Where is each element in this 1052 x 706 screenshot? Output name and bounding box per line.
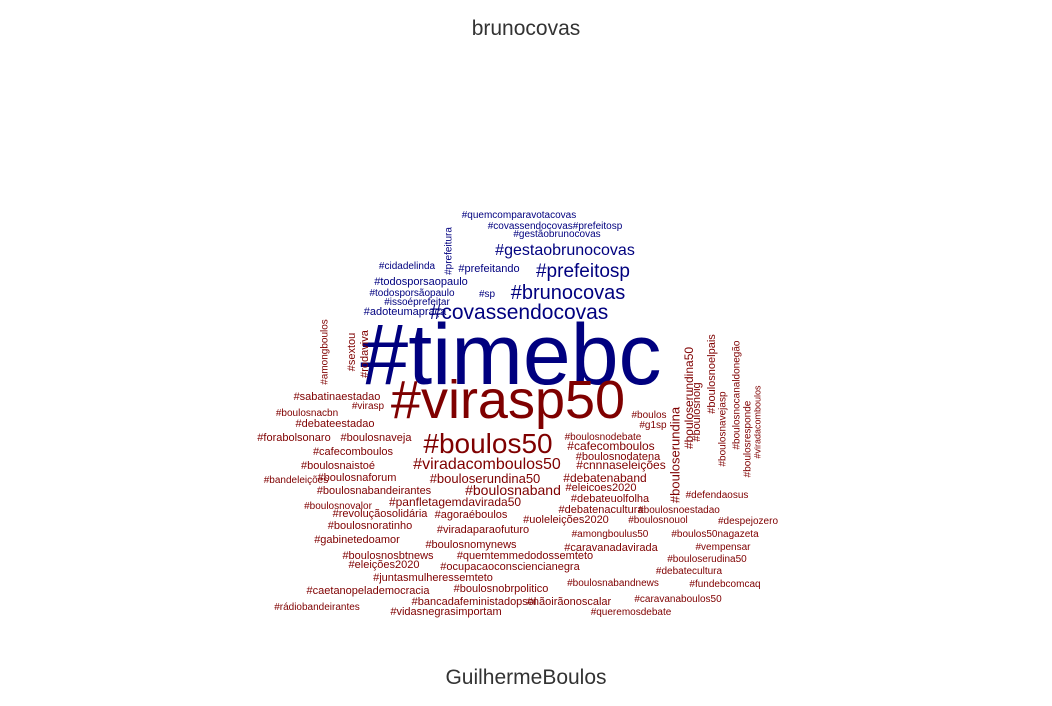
word-guilhermeboulos-41: #debatenacultura [558,504,644,516]
word-brunocovas-3: #prefeitosp [536,261,630,282]
word-guilhermeboulos-61: #boulosnabandnews [567,578,659,589]
word-guilhermeboulos-64: #boulosnobrpolitico [454,583,549,595]
word-guilhermeboulos-47: #viradaparaofuturo [437,524,529,536]
word-guilhermeboulos-30: #boulosnaistoé [301,460,375,472]
word-guilhermeboulos-68: #rádiobandeirantes [274,602,360,613]
word-guilhermeboulos-8: #boulosnodatena [576,451,661,463]
word-guilhermeboulos-7: #cnnnaseleições [576,458,665,472]
word-guilhermeboulos-69: #vidasnegrasimportam [390,606,501,618]
word-guilhermeboulos-44: #boulosnouol [628,515,688,526]
word-guilhermeboulos-43: #uoleleições2020 [523,514,609,526]
word-guilhermeboulos-56: #bouloserudina50 [667,554,747,565]
word-guilhermeboulos-62: #fundebcomcaq [689,579,760,590]
word-guilhermeboulos-4: #boulosnaband [465,482,561,498]
word-brunocovas-0: #timebc [360,307,661,403]
word-brunocovas-15: #adoteumapraça [364,306,447,318]
word-guilhermeboulos-42: #boulosnoestadao [638,505,720,516]
word-brunocovas-7: #gestãobrunocovas [513,229,600,240]
word-guilhermeboulos-32: #bandeleições [264,475,329,486]
word-guilhermeboulos-12: #boulosnoig [691,382,703,441]
word-guilhermeboulos-52: #caravanadavirada [564,542,658,554]
word-guilhermeboulos-14: #boulosnavejasp [718,391,729,466]
word-guilhermeboulos-46: #boulosnoratinho [328,520,412,532]
word-guilhermeboulos-51: #boulosnomynews [425,539,517,551]
word-guilhermeboulos-18: #boulos [631,410,666,421]
word-brunocovas-9: #cidadelinda [379,261,436,272]
word-guilhermeboulos-23: #sabatinaestadao [294,391,381,403]
group-label-guilhermeboulos: GuilhermeBoulos [445,666,606,689]
word-brunocovas-12: #todosporsãopaulo [369,288,455,299]
word-guilhermeboulos-58: #ocupacaoconsciencianegra [440,561,580,573]
word-brunocovas-14: #issoéprefeitar [384,297,450,308]
word-guilhermeboulos-19: #g1sp [639,420,667,431]
word-guilhermeboulos-53: #vempensar [695,542,751,553]
word-guilhermeboulos-40: #agoraéboulos [435,509,508,521]
word-guilhermeboulos-22: #rodaviva [359,329,371,378]
word-guilhermeboulos-67: #nãoirãonoscalar [527,596,612,608]
word-guilhermeboulos-38: #panfletagemdavirada50 [389,495,521,509]
word-guilhermeboulos-27: #forabolsonaro [257,432,330,444]
word-guilhermeboulos-29: #cafecomboulos [313,446,394,458]
word-guilhermeboulos-31: #boulosnaforum [318,472,397,484]
word-guilhermeboulos-9: #boulosnodebate [565,432,642,443]
word-guilhermeboulos-37: #boulosnovalor [304,501,372,512]
word-guilhermeboulos-66: #bancadafeministadopsol [412,596,537,608]
word-guilhermeboulos-11: #bouloserundina [667,406,682,503]
word-layer: #timebc#covassendocovas#brunocovas#prefe… [257,210,778,618]
word-guilhermeboulos-10: #bouloserundina50 [682,347,696,449]
word-brunocovas-11: #todosporsaopaulo [374,276,468,288]
group-label-brunocovas: brunocovas [472,17,581,40]
word-guilhermeboulos-16: #boulosresponde [743,400,754,477]
word-guilhermeboulos-49: #boulos50nagazeta [671,529,759,540]
word-guilhermeboulos-45: #despejozero [718,516,778,527]
word-brunocovas-13: #sp [479,289,496,300]
word-guilhermeboulos-1: #boulos50 [423,428,552,459]
word-brunocovas-1: #covassendocovas [430,301,609,324]
word-guilhermeboulos-13: #boulosnoelpais [706,334,718,414]
word-brunocovas-2: #brunocovas [511,282,626,304]
word-guilhermeboulos-0: #virasp50 [391,370,625,430]
word-guilhermeboulos-33: #boulosnabandeirantes [317,485,432,497]
word-guilhermeboulos-36: #defendaosus [686,490,749,501]
word-guilhermeboulos-15: #boulosnocanaldonegão [732,340,743,449]
word-guilhermeboulos-57: #eleições2020 [349,559,420,571]
word-guilhermeboulos-17: #viradacomboulos [752,385,762,459]
word-brunocovas-10: #prefeitando [458,263,519,275]
word-brunocovas-5: #quemcomparavotacovas [462,210,577,221]
word-guilhermeboulos-28: #boulosnaveja [341,432,413,444]
word-guilhermeboulos-2: #viradacomboulos50 [413,456,561,473]
word-brunocovas-6: #covassendocovas#prefeitosp [488,221,623,232]
word-guilhermeboulos-55: #quemtemmedodossemteto [457,550,593,562]
word-guilhermeboulos-3: #bouloserundina50 [430,471,541,486]
word-guilhermeboulos-6: #cafecomboulos [567,439,654,453]
word-brunocovas-8: #prefeitura [444,227,455,275]
word-guilhermeboulos-24: #virasp [352,401,385,412]
word-guilhermeboulos-5: #debatenaband [563,471,646,485]
word-group-1: #virasp50#boulos50#viradacomboulos50#bou… [257,319,778,618]
word-guilhermeboulos-20: #amongboulos [320,319,331,385]
word-guilhermeboulos-70: #queremosdebate [591,607,672,618]
word-guilhermeboulos-59: #debatecultura [656,566,723,577]
word-guilhermeboulos-26: #debateestadao [296,418,375,430]
word-guilhermeboulos-48: #amongboulus50 [572,529,649,540]
word-guilhermeboulos-34: #eleicoes2020 [566,482,637,494]
word-group-0: #timebc#covassendocovas#brunocovas#prefe… [360,210,661,403]
word-guilhermeboulos-21: #sextou [346,333,358,372]
word-guilhermeboulos-54: #boulosnosbtnews [342,550,434,562]
word-guilhermeboulos-65: #caravanaboulos50 [634,594,722,605]
word-guilhermeboulos-50: #gabinetedoamor [314,534,400,546]
word-guilhermeboulos-60: #juntasmulheressemteto [373,572,493,584]
word-guilhermeboulos-25: #boulosnacbn [276,408,338,419]
word-guilhermeboulos-63: #caetanopelademocracia [307,585,431,597]
word-guilhermeboulos-39: #revoluçãosolidária [333,508,429,520]
word-brunocovas-4: #gestaobrunocovas [495,242,635,259]
word-guilhermeboulos-35: #debateuolfolha [571,493,650,505]
